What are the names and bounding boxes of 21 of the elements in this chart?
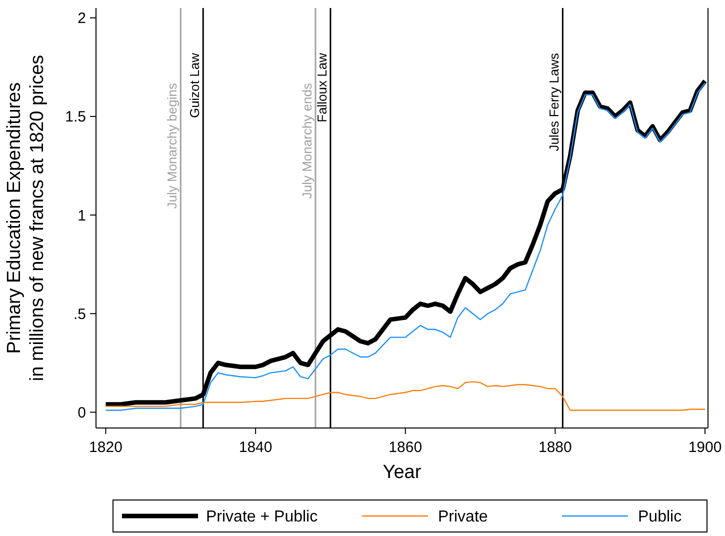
legend-label: Public	[638, 508, 682, 526]
y-tick-label: 1	[78, 207, 86, 224]
x-tick-label: 1840	[238, 439, 272, 456]
y-tick-label: 2	[78, 10, 86, 28]
x-axis-title: Year	[382, 462, 422, 483]
x-tick-label: 1900	[688, 439, 722, 456]
y-tick-label: .5	[73, 306, 86, 323]
ref-line-label: Falloux Law	[314, 52, 330, 122]
ref-line-label: July Monarchy ends	[299, 82, 314, 199]
y-tick-label: 1.5	[65, 108, 86, 126]
legend-label: Private + Public	[206, 508, 318, 526]
legend-label: Private	[438, 508, 488, 526]
ref-line-label: July Monarchy begins	[164, 82, 180, 209]
y-tick-label: 0	[78, 404, 86, 422]
x-tick-label: 1860	[388, 439, 422, 456]
ref-line-label: Guizot Law	[187, 52, 202, 118]
x-tick-label: 1880	[538, 439, 572, 456]
ref-line-label: Jules Ferry Laws	[546, 52, 562, 152]
line-series	[105, 381, 706, 411]
x-tick-label: 1820	[89, 439, 122, 456]
y-axis-title: Primary Education Expenditures in millions of new francs at 1820 prices	[4, 54, 48, 382]
